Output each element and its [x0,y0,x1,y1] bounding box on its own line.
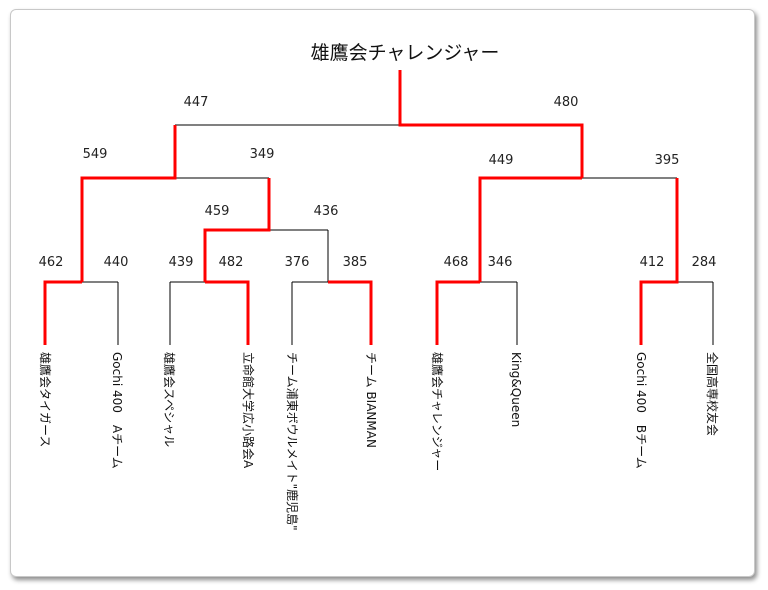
winner-paths [43,70,679,345]
score-r1-3: 439 [169,255,194,270]
scores-final: 447 480 [184,95,579,110]
score-sf-2: 349 [250,147,275,162]
team-name: 雄鷹会チャレンジャー [430,352,445,471]
team-name: 雄鷹会タイガース [38,352,53,447]
bracket-card [10,9,755,577]
score-final-right: 480 [554,95,579,110]
team-name: King&Queen [509,352,523,427]
score-r1-6: 385 [343,255,368,270]
bracket-lines [82,124,714,345]
score-r1-4: 482 [219,255,244,270]
team-name: 雄鷹会スペシャル [162,352,177,447]
scores-semifinal: 549 349 449 395 [83,147,680,168]
bracket-title: 雄鷹会チャレンジャー [311,42,500,64]
score-r1-7: 468 [444,255,469,270]
score-r1-10: 284 [692,255,717,270]
team-name: チーム浦東ボウルメイト"鹿児島" [285,352,300,531]
score-r1-5: 376 [285,255,310,270]
score-sf-3: 449 [489,153,514,168]
team-name: Gochi 400 Bチーム [634,352,648,469]
score-qf-1: 459 [205,204,230,219]
score-sf-1: 549 [83,147,108,162]
score-r1-2: 440 [104,255,129,270]
scores-quarterfinal: 459 436 [205,204,339,219]
team-name: チーム BIANMAN [364,352,378,448]
team-name: 立命館大学広小路会A [241,352,256,469]
score-r1-1: 462 [39,255,64,270]
score-final-left: 447 [184,95,209,110]
scores-first-round: 462 440 439 482 376 385 468 346 412 284 [39,255,717,270]
team-name: 全国高専校友会 [705,352,720,436]
score-r1-8: 346 [488,255,513,270]
score-qf-2: 436 [314,204,339,219]
score-r1-9: 412 [640,255,665,270]
team-names: 雄鷹会タイガース Gochi 400 Aチーム 雄鷹会スペシャル 立命館大学広小… [38,352,720,531]
score-sf-4: 395 [655,153,680,168]
team-name: Gochi 400 Aチーム [110,352,124,469]
